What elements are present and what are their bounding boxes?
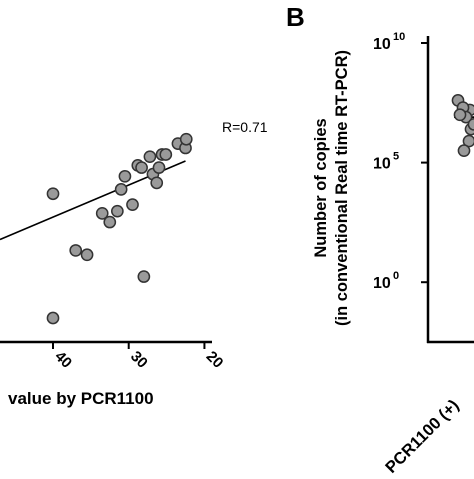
data-point — [46, 311, 60, 325]
data-point — [143, 150, 157, 164]
x-tick-label: 20 — [203, 348, 227, 372]
data-point — [453, 108, 467, 122]
data-point — [46, 187, 60, 201]
data-point — [114, 183, 128, 196]
y-tick-label-base: 10 — [373, 36, 391, 53]
data-point — [159, 148, 173, 161]
data-point — [457, 144, 471, 157]
data-point — [69, 244, 83, 257]
y-tick-label-base: 10 — [373, 156, 391, 173]
y-tick-label-base: 10 — [373, 275, 391, 292]
panel-b-x-tick-label: PCR1100 (+) — [382, 396, 462, 474]
data-point — [126, 198, 139, 211]
y-tick-label-exponent: 0 — [393, 270, 399, 282]
panel-b-letter: B — [286, 2, 305, 32]
data-point — [137, 270, 151, 283]
panel-a-points — [46, 132, 193, 325]
y-axis-label-line1: Number of copies — [312, 118, 330, 257]
data-point — [467, 117, 474, 131]
correlation-annotation: R=0.71 — [222, 119, 268, 135]
data-point — [111, 204, 124, 218]
y-tick-label-exponent: 5 — [393, 151, 399, 163]
data-point — [462, 134, 474, 148]
data-point — [152, 161, 166, 174]
data-point — [103, 215, 117, 229]
y-axis-label-line2: (in conventional Real time RT-PCR) — [333, 50, 351, 326]
panel-a-scatter: 40 30 20 R=0.71 value by PCR1100 — [0, 119, 268, 408]
panel-b-y-axis-label: Number of copies (in conventional Real t… — [312, 50, 351, 326]
data-point — [135, 161, 148, 174]
data-point — [150, 176, 164, 190]
panel-a-x-axis-label: value by PCR1100 — [8, 389, 154, 408]
panel-b-points — [451, 94, 474, 157]
data-point — [118, 169, 132, 183]
x-tick-label: 30 — [127, 348, 151, 372]
data-point — [80, 248, 94, 262]
y-tick-label-exponent: 10 — [393, 31, 405, 43]
data-point — [179, 132, 193, 146]
panel-a-x-ticks: 40 30 20 — [51, 342, 227, 372]
x-tick-label: 40 — [51, 348, 75, 372]
data-point — [95, 207, 109, 220]
